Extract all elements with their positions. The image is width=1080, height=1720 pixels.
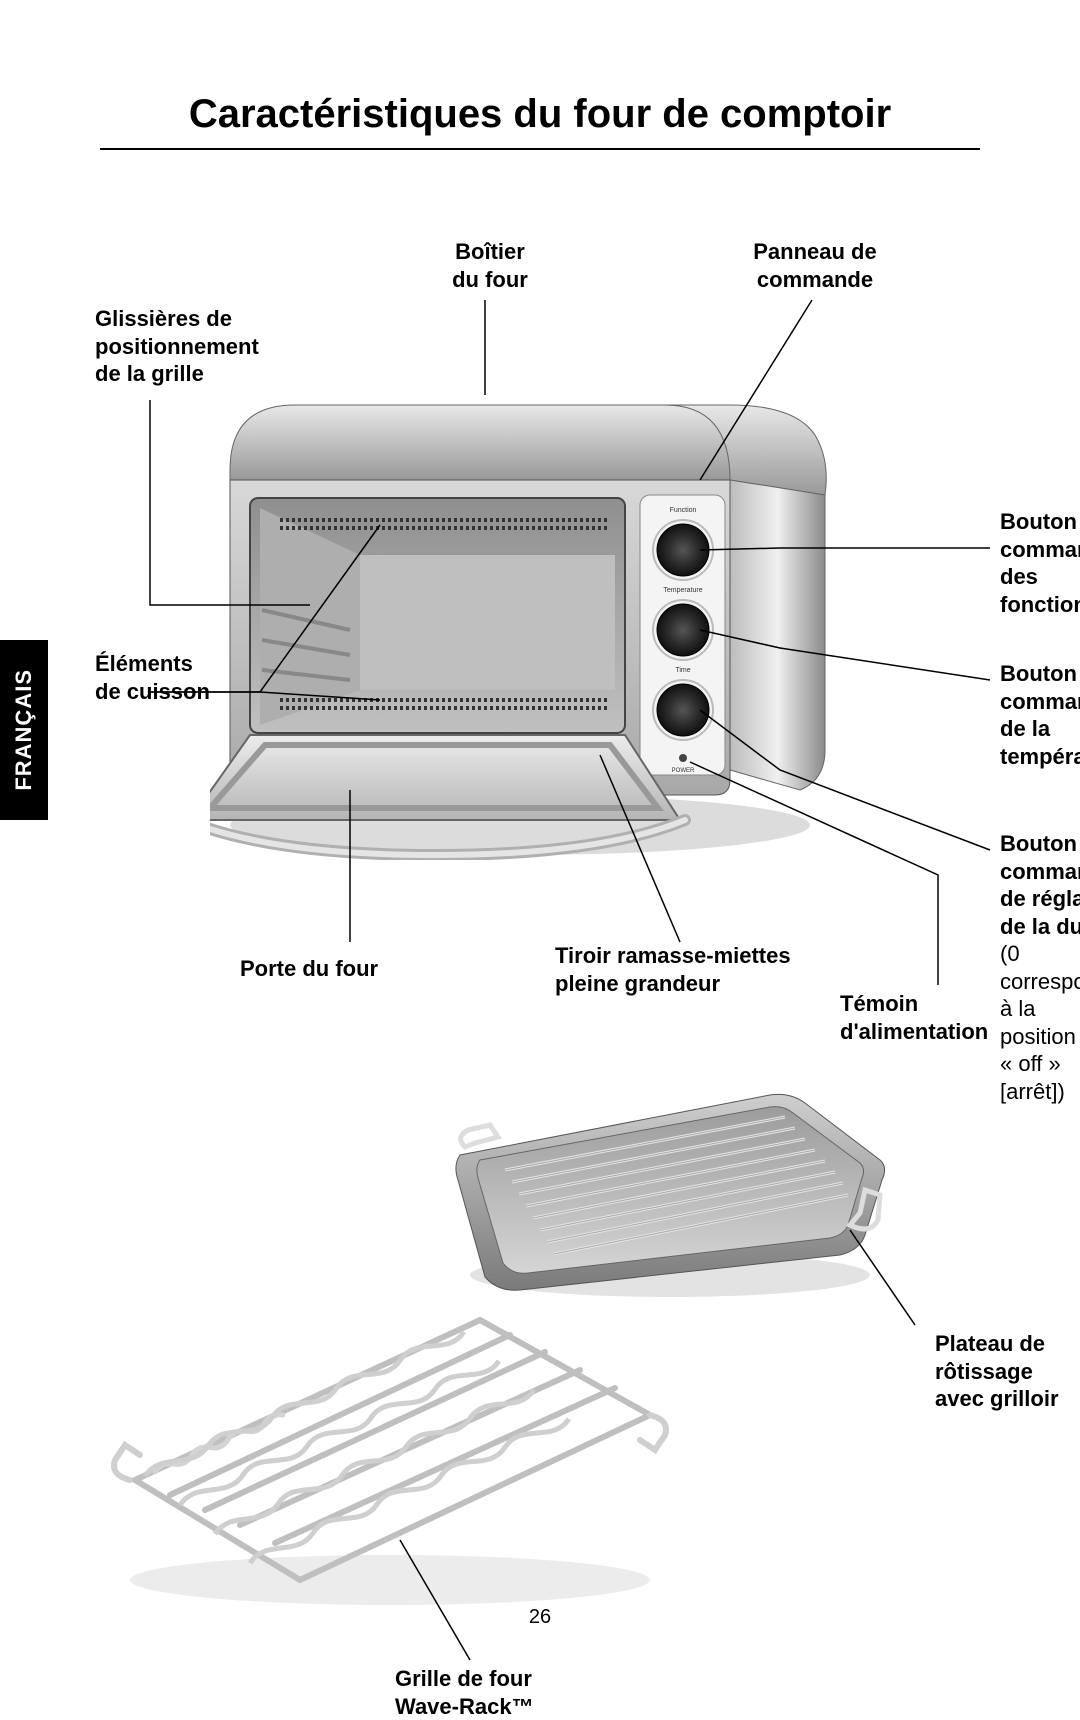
- page-title: Caractéristiques du four de comptoir: [0, 92, 1080, 137]
- label-time-knob-note: (0 correspondà la position« off » [arrêt…: [1000, 941, 1080, 1104]
- label-cooking-elements: Élémentsde cuisson: [95, 650, 210, 705]
- language-tab: FRANÇAIS: [0, 640, 48, 820]
- label-door: Porte du four: [240, 955, 378, 983]
- language-tab-text: FRANÇAIS: [11, 669, 37, 791]
- page-number: 26: [0, 1606, 1080, 1629]
- svg-text:POWER: POWER: [672, 768, 695, 774]
- svg-text:Temperature: Temperature: [663, 587, 702, 594]
- oven-illustration: Function Temperature Time POWER: [210, 380, 830, 860]
- label-wave-rack: Grille de fourWave-Rack™: [395, 1665, 534, 1720]
- rack-illustration: [110, 1300, 670, 1610]
- label-broil-pan: Plateau derôtissageavec grilloir: [935, 1330, 1059, 1413]
- label-rack-guides: Glissières depositionnementde la grille: [95, 305, 259, 388]
- label-time-knob: Bouton decommandede réglagede la durée (…: [1000, 830, 1080, 1105]
- svg-text:Function: Function: [670, 507, 697, 514]
- label-crumb-tray: Tiroir ramasse-miettespleine grandeur: [555, 942, 791, 997]
- label-temp-knob: Bouton decommandede latempérature: [1000, 660, 1080, 770]
- label-control-panel: Panneau decommande: [730, 238, 900, 293]
- label-function-knob: Bouton decommandedesfonctions: [1000, 508, 1080, 618]
- pan-illustration: [450, 1085, 890, 1305]
- title-rule: [100, 148, 980, 150]
- label-housing: Boîtierdu four: [420, 238, 560, 293]
- label-power-light: Témoind'alimentation: [840, 990, 988, 1045]
- svg-text:Time: Time: [675, 667, 690, 674]
- label-time-knob-text: Bouton decommandede réglagede la durée: [1000, 831, 1080, 939]
